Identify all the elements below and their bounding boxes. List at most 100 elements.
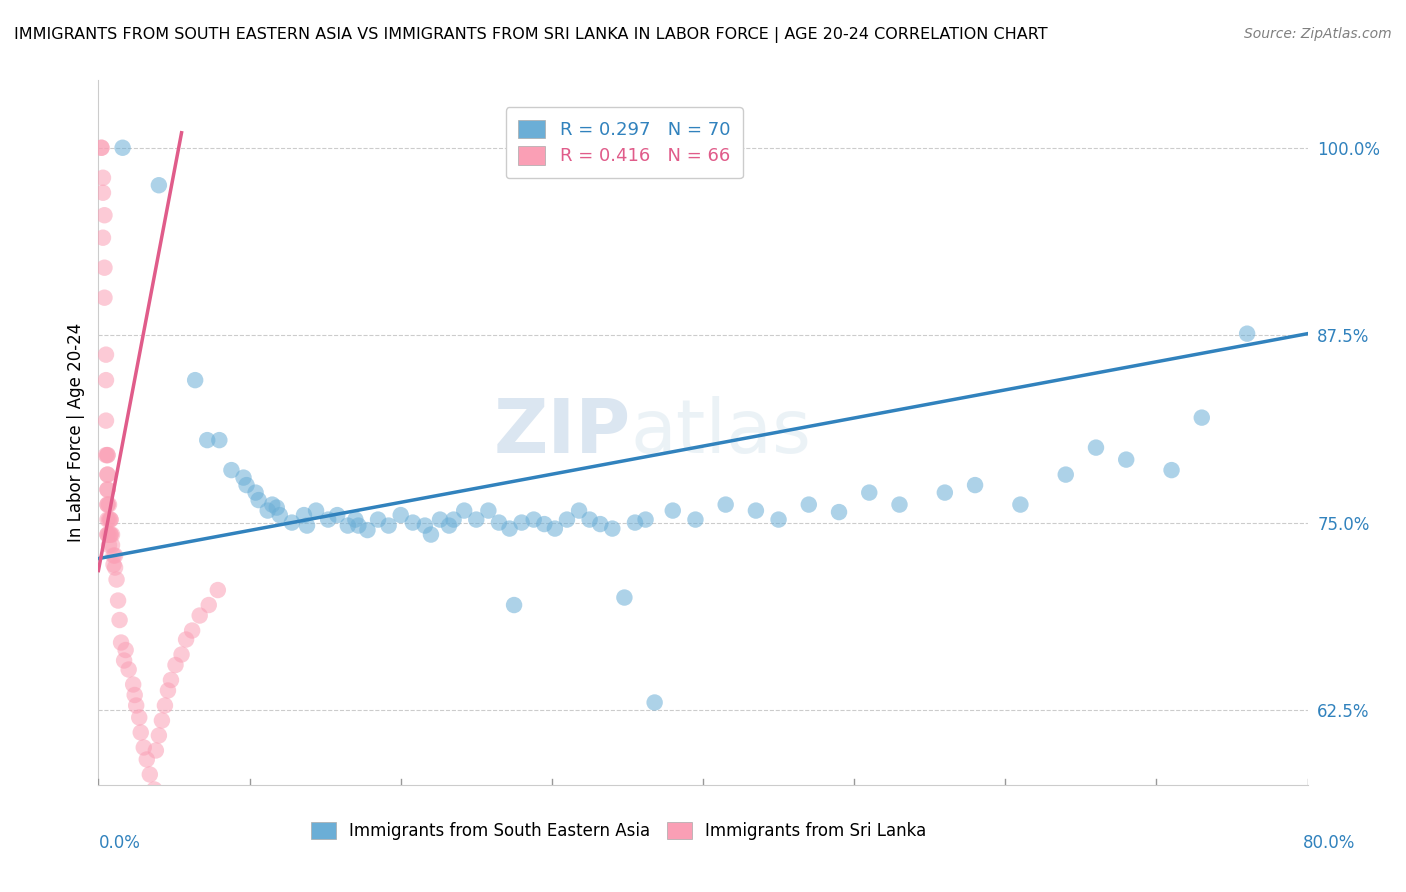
- Point: [269, 508, 291, 522]
- Text: atlas: atlas: [630, 396, 811, 469]
- Point: [477, 503, 499, 517]
- Text: ZIP: ZIP: [494, 396, 630, 469]
- Point: [661, 503, 683, 517]
- Point: [402, 516, 425, 530]
- Point: [266, 500, 288, 515]
- Point: [555, 512, 578, 526]
- Point: [122, 677, 145, 691]
- Point: [523, 512, 546, 526]
- Point: [295, 518, 318, 533]
- Point: [145, 743, 167, 757]
- Point: [889, 498, 911, 512]
- Point: [124, 688, 146, 702]
- Point: [377, 518, 399, 533]
- Point: [245, 485, 267, 500]
- Point: [828, 505, 851, 519]
- Point: [256, 503, 278, 517]
- Point: [100, 527, 122, 541]
- Point: [207, 582, 229, 597]
- Point: [114, 643, 136, 657]
- Point: [100, 512, 122, 526]
- Point: [292, 508, 315, 522]
- Point: [98, 538, 121, 552]
- Point: [429, 512, 451, 526]
- Point: [93, 208, 115, 222]
- Point: [281, 516, 304, 530]
- Point: [101, 538, 124, 552]
- Point: [112, 653, 135, 667]
- Point: [96, 467, 118, 482]
- Point: [94, 414, 117, 428]
- Point: [174, 632, 197, 647]
- Point: [91, 230, 114, 244]
- Point: [247, 493, 270, 508]
- Point: [533, 517, 555, 532]
- Point: [344, 512, 367, 526]
- Point: [510, 516, 533, 530]
- Point: [148, 178, 170, 193]
- Point: [156, 683, 179, 698]
- Point: [1160, 463, 1182, 477]
- Point: [437, 518, 460, 533]
- Point: [797, 498, 820, 512]
- Point: [135, 752, 157, 766]
- Text: 80.0%: 80.0%: [1302, 834, 1355, 852]
- Point: [101, 527, 124, 541]
- Point: [197, 598, 219, 612]
- Point: [104, 549, 127, 563]
- Point: [129, 725, 152, 739]
- Point: [934, 485, 956, 500]
- Point: [160, 673, 183, 687]
- Point: [578, 512, 600, 526]
- Point: [347, 518, 370, 533]
- Point: [544, 522, 567, 536]
- Point: [111, 141, 134, 155]
- Point: [498, 522, 520, 536]
- Point: [100, 527, 122, 541]
- Point: [128, 710, 150, 724]
- Point: [613, 591, 636, 605]
- Point: [143, 782, 166, 797]
- Point: [1054, 467, 1077, 482]
- Point: [644, 696, 666, 710]
- Point: [104, 560, 127, 574]
- Point: [624, 516, 647, 530]
- Point: [93, 260, 115, 275]
- Point: [389, 508, 412, 522]
- Y-axis label: In Labor Force | Age 20-24: In Labor Force | Age 20-24: [66, 323, 84, 542]
- Point: [96, 483, 118, 497]
- Point: [188, 608, 211, 623]
- Point: [453, 503, 475, 517]
- Point: [105, 573, 128, 587]
- Point: [326, 508, 349, 522]
- Point: [232, 470, 254, 484]
- Point: [96, 498, 118, 512]
- Point: [413, 518, 436, 533]
- Point: [96, 527, 118, 541]
- Point: [685, 512, 707, 526]
- Point: [165, 658, 187, 673]
- Point: [107, 593, 129, 607]
- Point: [443, 512, 465, 526]
- Point: [139, 767, 162, 781]
- Point: [1010, 498, 1032, 512]
- Point: [110, 635, 132, 649]
- Point: [184, 373, 207, 387]
- Point: [96, 498, 118, 512]
- Point: [181, 624, 204, 638]
- Point: [98, 527, 121, 541]
- Point: [356, 523, 378, 537]
- Point: [768, 512, 790, 526]
- Point: [94, 373, 117, 387]
- Point: [420, 527, 443, 541]
- Point: [503, 598, 526, 612]
- Point: [150, 714, 173, 728]
- Point: [170, 648, 193, 662]
- Point: [858, 485, 880, 500]
- Point: [91, 186, 114, 200]
- Point: [336, 518, 359, 533]
- Text: Source: ZipAtlas.com: Source: ZipAtlas.com: [1244, 27, 1392, 41]
- Point: [96, 467, 118, 482]
- Point: [118, 663, 141, 677]
- Point: [367, 512, 389, 526]
